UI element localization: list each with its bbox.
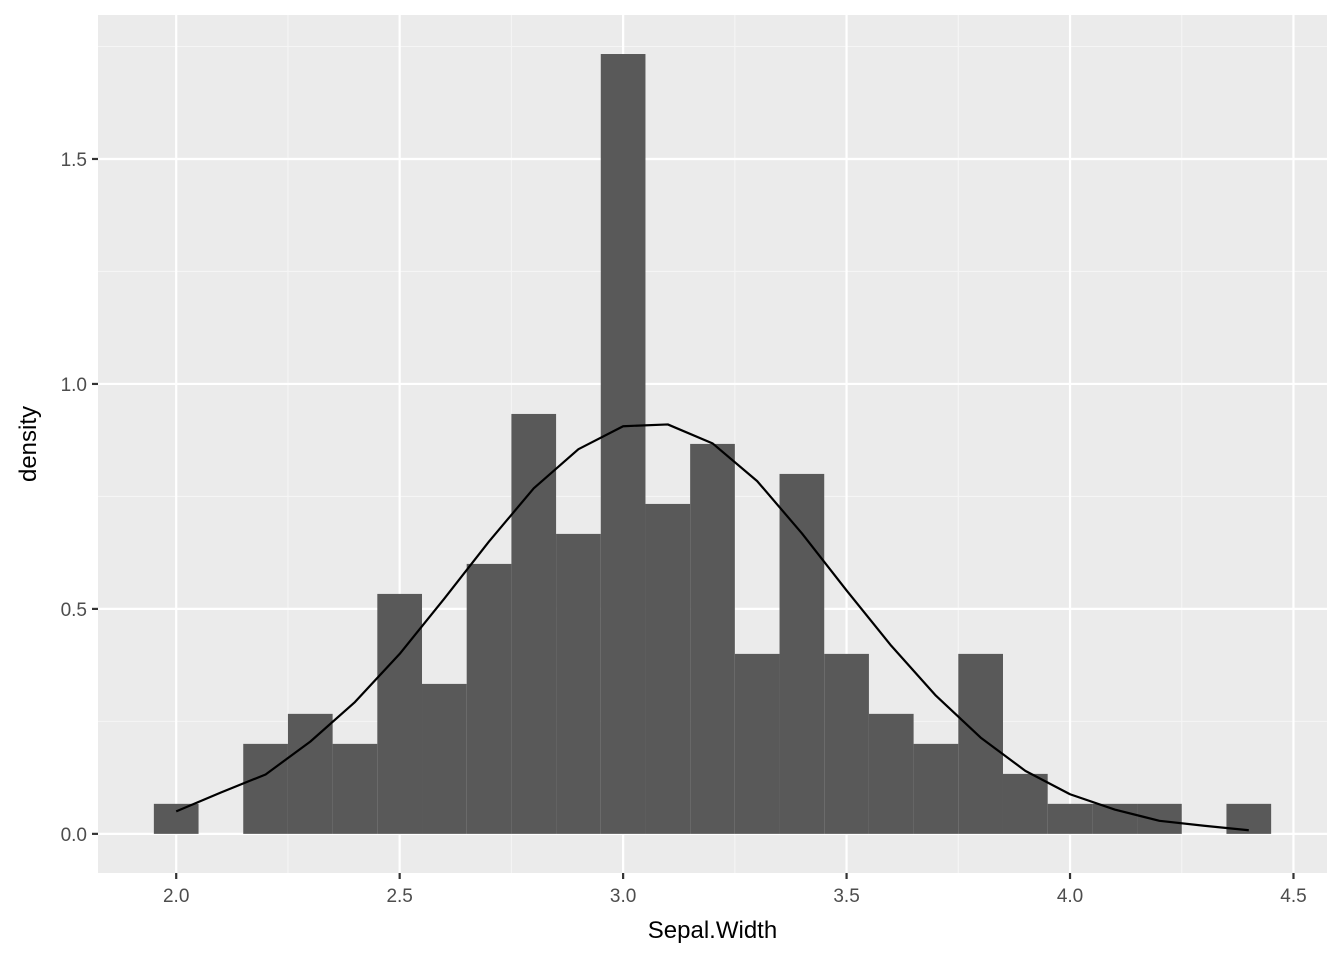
histogram-bar <box>1002 773 1048 834</box>
x-tick-label: 4.5 <box>1280 886 1306 907</box>
histogram-bar <box>511 413 557 834</box>
histogram-bar <box>779 473 825 834</box>
y-axis-ticks: 0.0 0.5 1.0 1.5 <box>61 150 98 846</box>
x-tick-label: 2.5 <box>386 886 412 907</box>
histogram-bar <box>1047 803 1093 834</box>
histogram-bar <box>287 713 333 834</box>
histogram-bar <box>377 593 423 834</box>
y-tick-label: 1.5 <box>61 150 87 171</box>
histogram-bar <box>913 743 959 834</box>
y-axis-title: density <box>15 406 42 482</box>
histogram-bars <box>153 54 1272 834</box>
histogram-bar <box>1137 803 1182 834</box>
histogram-bar <box>645 503 691 834</box>
y-tick-label: 1.0 <box>61 375 87 396</box>
x-tick-label: 3.5 <box>833 886 859 907</box>
histogram-bar <box>958 653 1003 834</box>
y-tick-label: 0.0 <box>61 825 87 846</box>
x-axis-ticks: 2.0 2.5 3.0 3.5 4.0 4.5 <box>163 873 1307 907</box>
histogram-bar <box>690 443 735 834</box>
histogram-bar <box>556 533 601 834</box>
histogram-bar <box>466 563 512 834</box>
histogram-bar <box>153 803 199 834</box>
x-tick-label: 2.0 <box>163 886 189 907</box>
histogram-bar <box>868 713 914 834</box>
x-tick-label: 4.0 <box>1057 886 1083 907</box>
histogram-bar <box>332 743 378 834</box>
x-tick-label: 3.0 <box>610 886 636 907</box>
density-curve <box>175 423 1249 832</box>
histogram-bar <box>600 54 646 834</box>
x-axis-title: Sepal.Width <box>648 917 777 944</box>
histogram-bar <box>422 683 467 834</box>
y-tick-label: 0.5 <box>61 600 87 621</box>
histogram-bar <box>243 743 288 834</box>
histogram-bar <box>1092 803 1138 834</box>
histogram-bar <box>824 653 869 834</box>
histogram-bar <box>734 653 780 834</box>
